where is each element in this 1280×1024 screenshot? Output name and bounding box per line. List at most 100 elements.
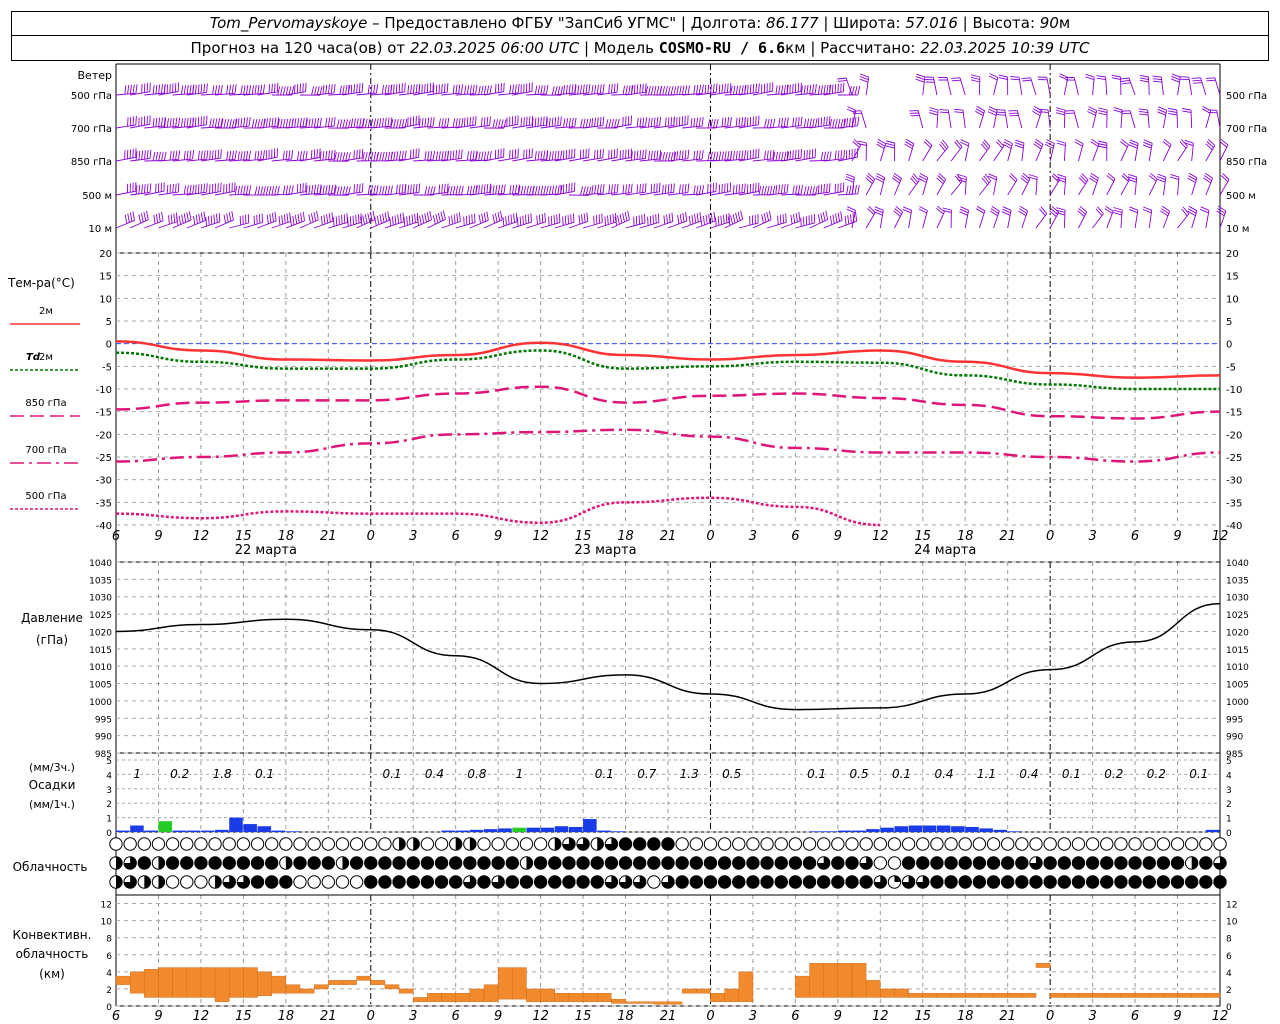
wind-barb [639,213,660,229]
wind-barb [918,206,928,229]
cloud-symbol [279,837,293,851]
conv-bar [865,980,881,998]
wind-barb [299,86,323,96]
cloud-symbol [1100,837,1114,851]
wind-barb [653,212,674,229]
wind-barb [342,183,364,196]
cloud-fill [647,837,661,851]
precip-tick-left: 2 [106,800,112,810]
wind-barb [469,183,492,196]
cloud-fill [902,856,915,870]
cloud-fill [817,856,830,870]
wind-barb [370,117,393,129]
wind-barb [441,212,461,229]
conv-bar [1163,992,1178,998]
wind-barb [752,185,776,196]
hour-label-top: 15 [235,529,252,544]
wind-barb [667,85,691,96]
hour-label-top: 9 [834,529,842,544]
conv-bar [1120,992,1136,998]
cloud-fill [463,856,477,870]
wind-barb [767,117,789,129]
cloud-fill [675,856,689,870]
hour-label-bottom: 9 [494,1009,502,1024]
wind-barb [1156,173,1167,196]
conv-bar [257,971,272,996]
cloud-symbol [434,837,449,851]
wind-barb [809,210,829,229]
temp-tick-right: 20 [1226,249,1239,260]
press-tick-right: 1020 [1226,628,1249,638]
wind-barb [1160,205,1171,229]
hour-label-top: 6 [1131,529,1139,544]
legend-700-label: 700 гПа [25,445,66,456]
wind-barb [384,82,406,96]
conv-bar [229,967,244,998]
wind-barb [667,115,689,129]
temp-tick-left: -5 [102,362,112,373]
cloud-fill [144,875,151,889]
precip-3h-label: 0.7 [637,767,656,781]
hour-label-bottom: 18 [278,1009,295,1024]
wind-barb [540,116,562,129]
conv-bar [526,988,541,1002]
cloud-fill [1043,875,1057,889]
conv-tick-left: 12 [101,901,112,911]
wind-barb [625,213,646,229]
cloud-fill [661,837,675,851]
conv-bar [582,992,598,1002]
wind-barb [200,212,221,229]
cloud-fill [633,837,646,851]
cloud-fill [987,875,1000,889]
cloud-fill [548,875,561,889]
press-tick-right: 1025 [1226,611,1249,621]
wind-barb [682,117,704,129]
t850-line [115,385,1221,420]
cloud-symbol [788,837,803,851]
wind-level-label: 500 гПа [71,91,112,102]
conv-bar [144,969,159,998]
legend-td-symbol: Td [26,352,41,363]
press-tick-left: 1005 [89,681,112,691]
cloud-fill [591,875,604,889]
precip-bar [243,824,257,832]
cloud-fill [619,875,632,889]
wind-barb [314,117,336,129]
cloud-symbol [689,837,704,851]
cloud-symbol [194,875,208,889]
cloud-fill [180,856,193,870]
legend-850-label: 850 гПа [25,398,66,409]
precip-bar [526,827,541,832]
conv-bar [851,963,867,998]
conv-bar [979,992,994,998]
cloud-fill [1114,875,1128,889]
wind-barb [909,110,924,129]
cloud-fill [123,875,137,889]
cloud-symbol [477,837,491,851]
wind-barb [1096,75,1108,96]
conv-tick-right: 2 [1226,986,1232,996]
cloud-fill [265,875,278,889]
wind-barb [172,211,192,229]
wind-barb [285,182,307,196]
wind-barb [583,148,604,162]
press-tick-left: 990 [95,733,112,743]
cloud-symbol [335,837,350,851]
conv-bar [455,992,471,1002]
wind-barb [1087,106,1098,129]
wind-barb [809,183,831,196]
precip-tick-right: 5 [1226,757,1232,767]
cloud-fill [831,875,845,889]
cloud-symbol [1015,837,1029,851]
wind-barb [795,118,818,129]
wind-barb [738,115,760,129]
cloud-fill [704,875,717,889]
cloud-symbol [816,837,831,851]
cloud-fill [775,875,788,889]
wind-barb [1219,138,1229,162]
wind-barb [950,173,963,196]
cloud-fill [158,856,165,870]
conv-bar [653,1001,669,1005]
wind-barb [1020,172,1031,196]
precip-3h-label: 1.3 [680,767,699,781]
